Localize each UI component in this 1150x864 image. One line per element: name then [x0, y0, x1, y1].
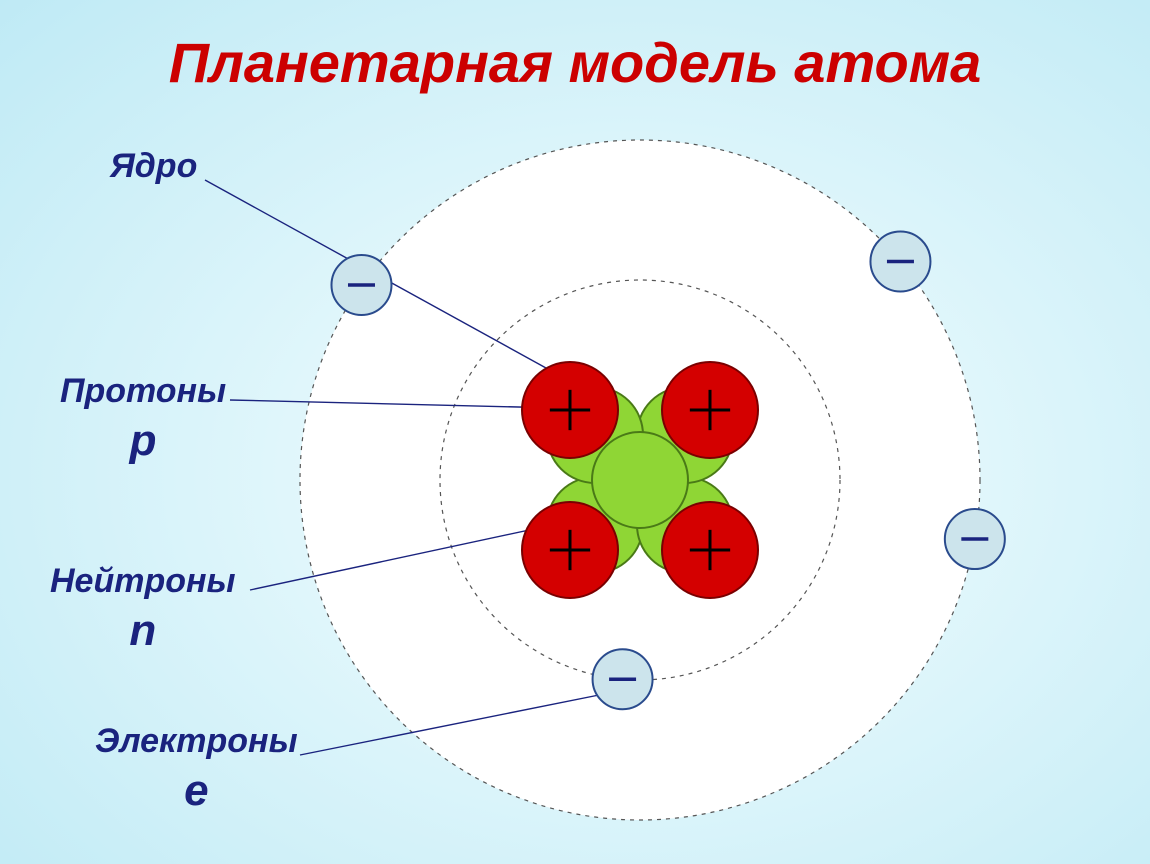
- proton-particle: [662, 502, 758, 598]
- electron-particle: [945, 509, 1005, 569]
- electron-particle: [870, 231, 930, 291]
- proton-particle: [662, 362, 758, 458]
- electron-particle: [593, 649, 653, 709]
- proton-particle: [522, 502, 618, 598]
- atom-diagram: [0, 0, 1150, 864]
- proton-particle: [522, 362, 618, 458]
- electron-particle: [331, 255, 391, 315]
- neutron-particle: [592, 432, 688, 528]
